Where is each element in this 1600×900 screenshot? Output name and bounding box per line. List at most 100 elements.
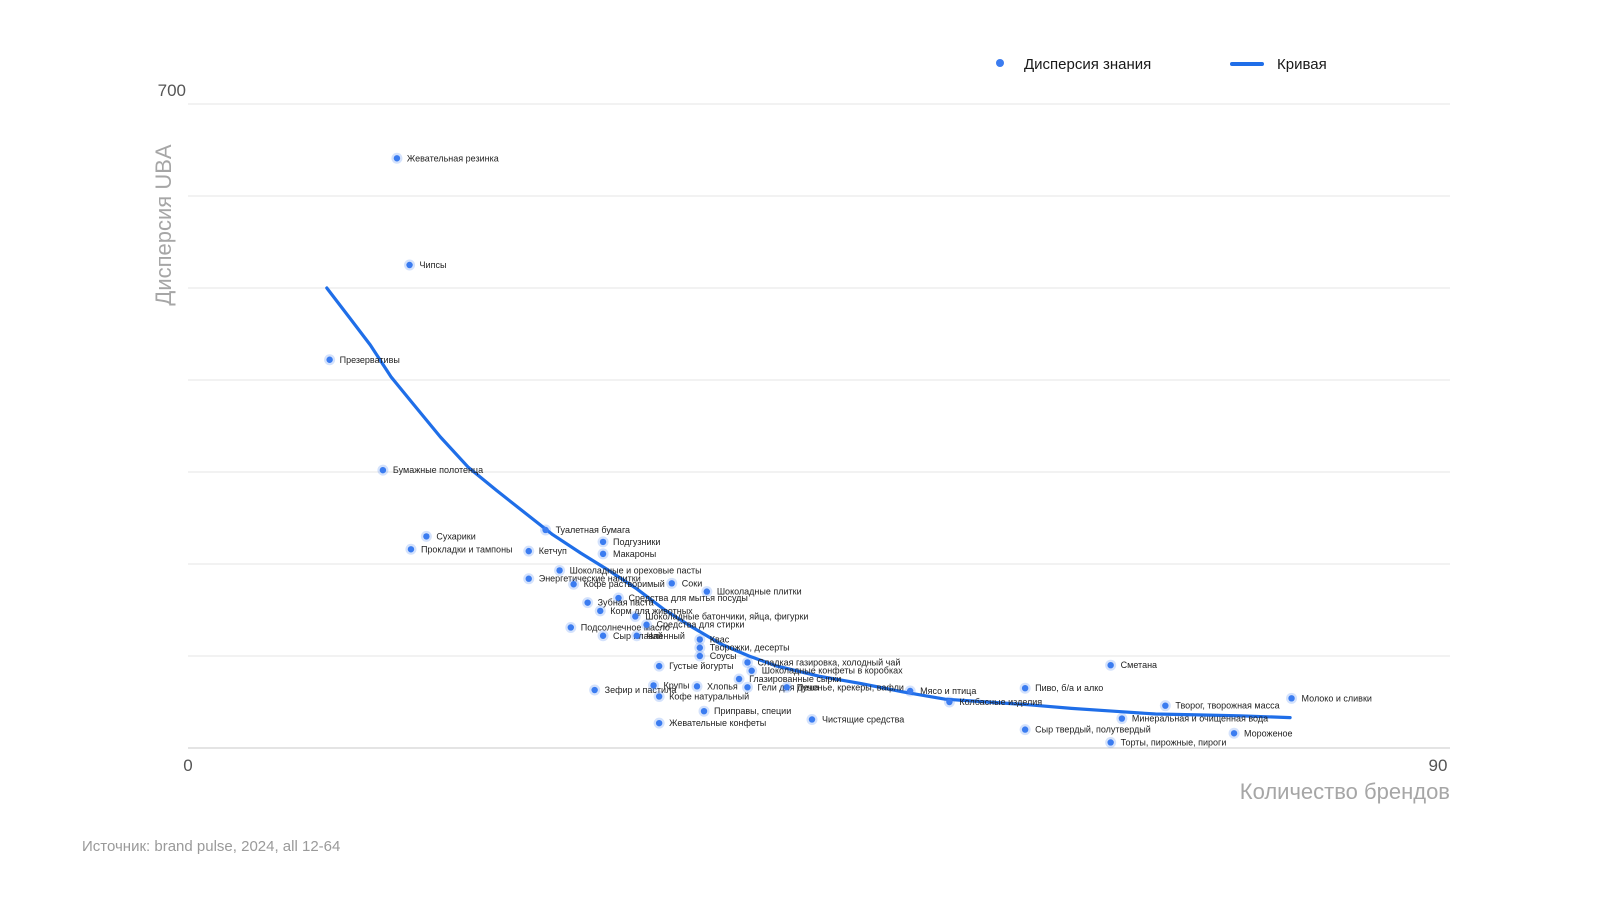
data-point-label: Творожки, десерты [710,643,790,653]
legend: Дисперсия знания Кривая [996,56,1327,73]
data-point [1021,726,1029,733]
data-point-label: Средства для мытья посуды [628,593,747,603]
data-point-label: Зубная паста [598,598,654,608]
data-point [393,155,401,162]
data-point [599,550,607,558]
data-point [525,575,532,582]
data-point [379,466,387,474]
data-point-label: Соки [682,578,702,588]
data-point-label: Шоколадные плитки [717,587,802,597]
data-point [700,708,708,715]
x-tick-label-max: 90 [1429,756,1448,775]
legend-points-label: Дисперсия знания [1024,56,1151,73]
data-point-label: Соусы [710,651,737,661]
data-point [655,662,663,670]
data-point-label: Подсолнечное масло [581,622,670,632]
source-note: Источник: brand pulse, 2024, all 12-64 [82,838,341,855]
data-point-label: Молоко и сливки [1302,693,1372,703]
data-point-label: Мясо и птица [920,686,976,696]
data-point-label: Чистящие средства [822,714,904,724]
data-point [808,716,816,723]
axes: 700 0 90 Количество брендов Дисперсия UB… [151,81,1450,804]
data-point [1230,730,1238,737]
data-point [633,632,640,639]
data-point-label: Кетчуп [539,546,567,556]
data-point [591,686,598,694]
data-point-label: Квас [710,634,730,644]
data-point [597,607,604,615]
y-tick-label-max: 700 [158,81,186,100]
data-point [1107,662,1114,669]
data-point-label: Корм для животных [610,606,693,616]
data-point [744,684,751,691]
x-tick-label-min: 0 [183,756,192,775]
data-point [599,632,607,639]
data-point [1162,702,1169,709]
data-point-label: Энергетические напитки [539,574,641,584]
data-point [696,636,704,643]
data-point-label: Сладкая газировка, холодный чай [757,657,900,667]
data-point [1288,695,1295,702]
data-point-label: Кофе натуральный [669,691,749,701]
data-point-label: Туалетная бумага [556,525,630,535]
data-point-label: Кофе растворимый [584,579,665,589]
data-point-label: Чай [647,631,663,641]
data-point [906,687,914,695]
curve-series [325,286,1292,720]
data-point-label: Жевательная резинка [407,153,499,163]
curve-line [325,286,1292,720]
data-point-label: Торты, пирожные, пироги [1121,737,1227,747]
data-point [748,667,755,674]
data-point-label: Шоколадные конфеты в коробках [762,666,903,676]
data-point-label: Шоколадные и ореховые пасты [570,565,702,575]
data-point-label: Минеральная и очищенная вода [1132,714,1268,724]
data-point-label: Бумажные полотенца [393,465,483,475]
y-axis-title: Дисперсия UBA [151,144,176,305]
data-point [744,659,751,666]
data-point-label: Шоколадные батончики, яйца, фигурки [645,611,808,621]
data-point [570,581,577,588]
legend-curve-label: Кривая [1277,56,1327,73]
data-point [655,693,663,700]
data-point-label: Мороженое [1244,728,1293,738]
data-point [326,356,333,363]
points-series: Жевательная резинка Чипсы Презервативы Бума… [324,152,1372,748]
data-point [584,599,591,606]
data-point-label: Сыр твердый, полутвердый [1035,725,1151,735]
data-point [632,613,639,620]
data-point [650,682,657,689]
data-point [783,684,790,691]
data-point [703,588,711,595]
data-point-label: Жевательные конфеты [669,718,766,728]
data-point-label: Глазированные сырки [749,674,841,684]
x-axis-title: Количество брендов [1240,779,1450,804]
data-point [696,652,704,660]
data-point [525,547,532,555]
legend-point-marker [996,59,1004,67]
data-point-label: Сыр плавленный [613,631,685,641]
data-point [407,546,415,553]
data-point [1021,685,1029,692]
data-point [599,538,607,546]
data-point [696,644,704,651]
data-point [615,594,622,602]
data-point-label: Пиво, б/а и алко [1035,683,1103,693]
data-point-label: Печенье, крекеры, вафли [797,682,904,692]
data-point [655,719,663,727]
data-point [1107,739,1114,746]
data-point [946,698,953,706]
data-point-label: Хлопья [707,681,738,691]
data-point [643,621,650,628]
data-point [735,675,743,683]
data-point-label: Сухарики [436,531,475,541]
data-point [556,567,563,574]
data-point-label: Прокладки и тампоны [421,544,513,554]
data-point-label: Густые йогурты [669,661,733,671]
data-point-label: Презервативы [340,355,400,365]
data-point-label: Зефир и пастила [605,685,677,695]
data-point [542,526,549,534]
data-point-label: Творог, творожная масса [1175,701,1279,711]
data-point [567,624,575,631]
data-point [423,533,430,540]
